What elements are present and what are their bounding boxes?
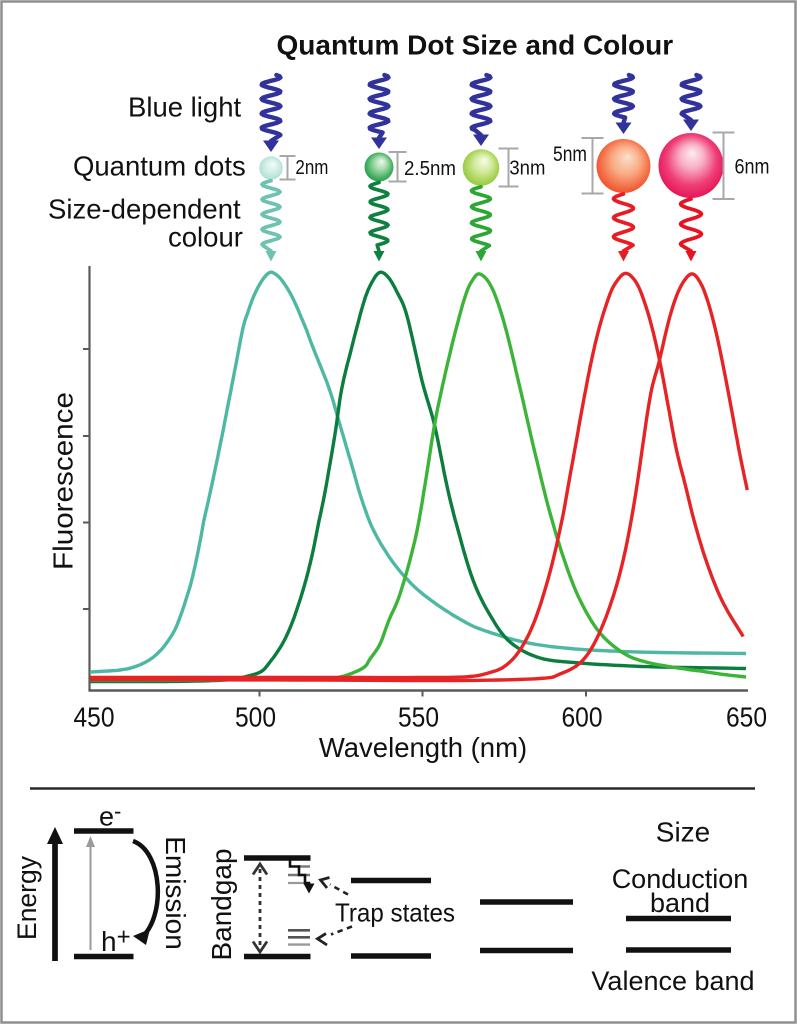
svg-text:colour: colour: [168, 222, 243, 253]
svg-text:2.5nm: 2.5nm: [404, 158, 456, 180]
svg-text:Bandgap: Bandgap: [206, 848, 237, 960]
svg-text:6nm: 6nm: [735, 156, 770, 179]
svg-text:3nm: 3nm: [509, 158, 545, 180]
svg-text:600: 600: [562, 702, 603, 733]
svg-text:Wavelength (nm): Wavelength (nm): [319, 732, 527, 763]
svg-text:Valence band: Valence band: [591, 966, 754, 996]
svg-text:650: 650: [726, 702, 767, 733]
svg-text:Quantum Dot Size and Colour: Quantum Dot Size and Colour: [277, 30, 674, 61]
svg-text:Conduction: Conduction: [612, 864, 749, 894]
svg-text:5nm: 5nm: [553, 143, 587, 166]
svg-text:500: 500: [235, 702, 276, 733]
svg-text:550: 550: [398, 702, 439, 733]
svg-text:Blue light: Blue light: [128, 92, 241, 123]
svg-text:band: band: [650, 888, 710, 918]
svg-text:Trap states: Trap states: [335, 898, 455, 928]
svg-text:Size: Size: [656, 817, 710, 848]
svg-text:2nm: 2nm: [295, 157, 328, 179]
svg-text:Energy: Energy: [12, 855, 42, 940]
svg-text:e-: e-: [99, 799, 121, 832]
svg-text:Quantum dots: Quantum dots: [73, 151, 246, 182]
svg-text:450: 450: [74, 702, 115, 733]
svg-text:Emission: Emission: [160, 836, 191, 950]
svg-text:Fluorescence: Fluorescence: [48, 392, 79, 570]
svg-text:Size-dependent: Size-dependent: [48, 194, 241, 225]
